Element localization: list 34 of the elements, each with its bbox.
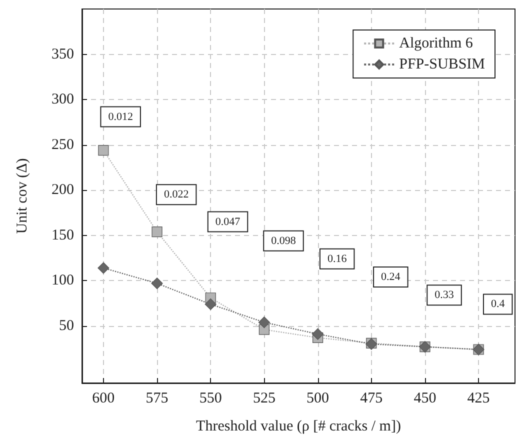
point [204,298,216,310]
x-tick-label: 500 [306,390,330,406]
point [98,144,109,156]
x-axis-title: Threshold value (ρ [# cracks / m]) [196,418,401,434]
y-axis-title: Unit cov (Δ) [14,158,30,234]
annotation: 0.4 [490,298,506,310]
x-tick-label: 550 [199,390,222,406]
legend-label: Algorithm 6 [399,36,474,52]
y-tick-label: 50 [59,318,74,334]
point [151,278,163,290]
y-tick-label: 350 [52,46,74,62]
x-tick-label: 425 [467,390,490,406]
y-tick-label: 250 [52,136,74,153]
annotation: 0.24 [381,271,401,284]
x-tick-label: 600 [92,390,115,406]
x-tick-label: 450 [414,390,436,406]
annotation: 0.022 [164,188,189,201]
annotation: 0.33 [434,289,454,302]
point [258,316,270,328]
y-tick-label: 300 [52,92,74,108]
point [98,262,110,274]
annotation: 0.16 [327,252,348,265]
annotation: 0.047 [215,216,241,228]
y-tick-label: 100 [52,272,74,289]
y-tick-label: 200 [52,182,74,198]
legend-label: PFP-SUBSIM [399,56,486,72]
point [152,226,162,238]
x-tick-label: 475 [360,390,383,406]
x-tick-label: 525 [252,390,276,406]
annotation: 0.098 [271,234,296,247]
point [312,328,324,340]
y-tick-label: 150 [52,227,74,244]
x-tick-label: 575 [146,390,168,406]
annotation: 0.012 [108,110,133,123]
